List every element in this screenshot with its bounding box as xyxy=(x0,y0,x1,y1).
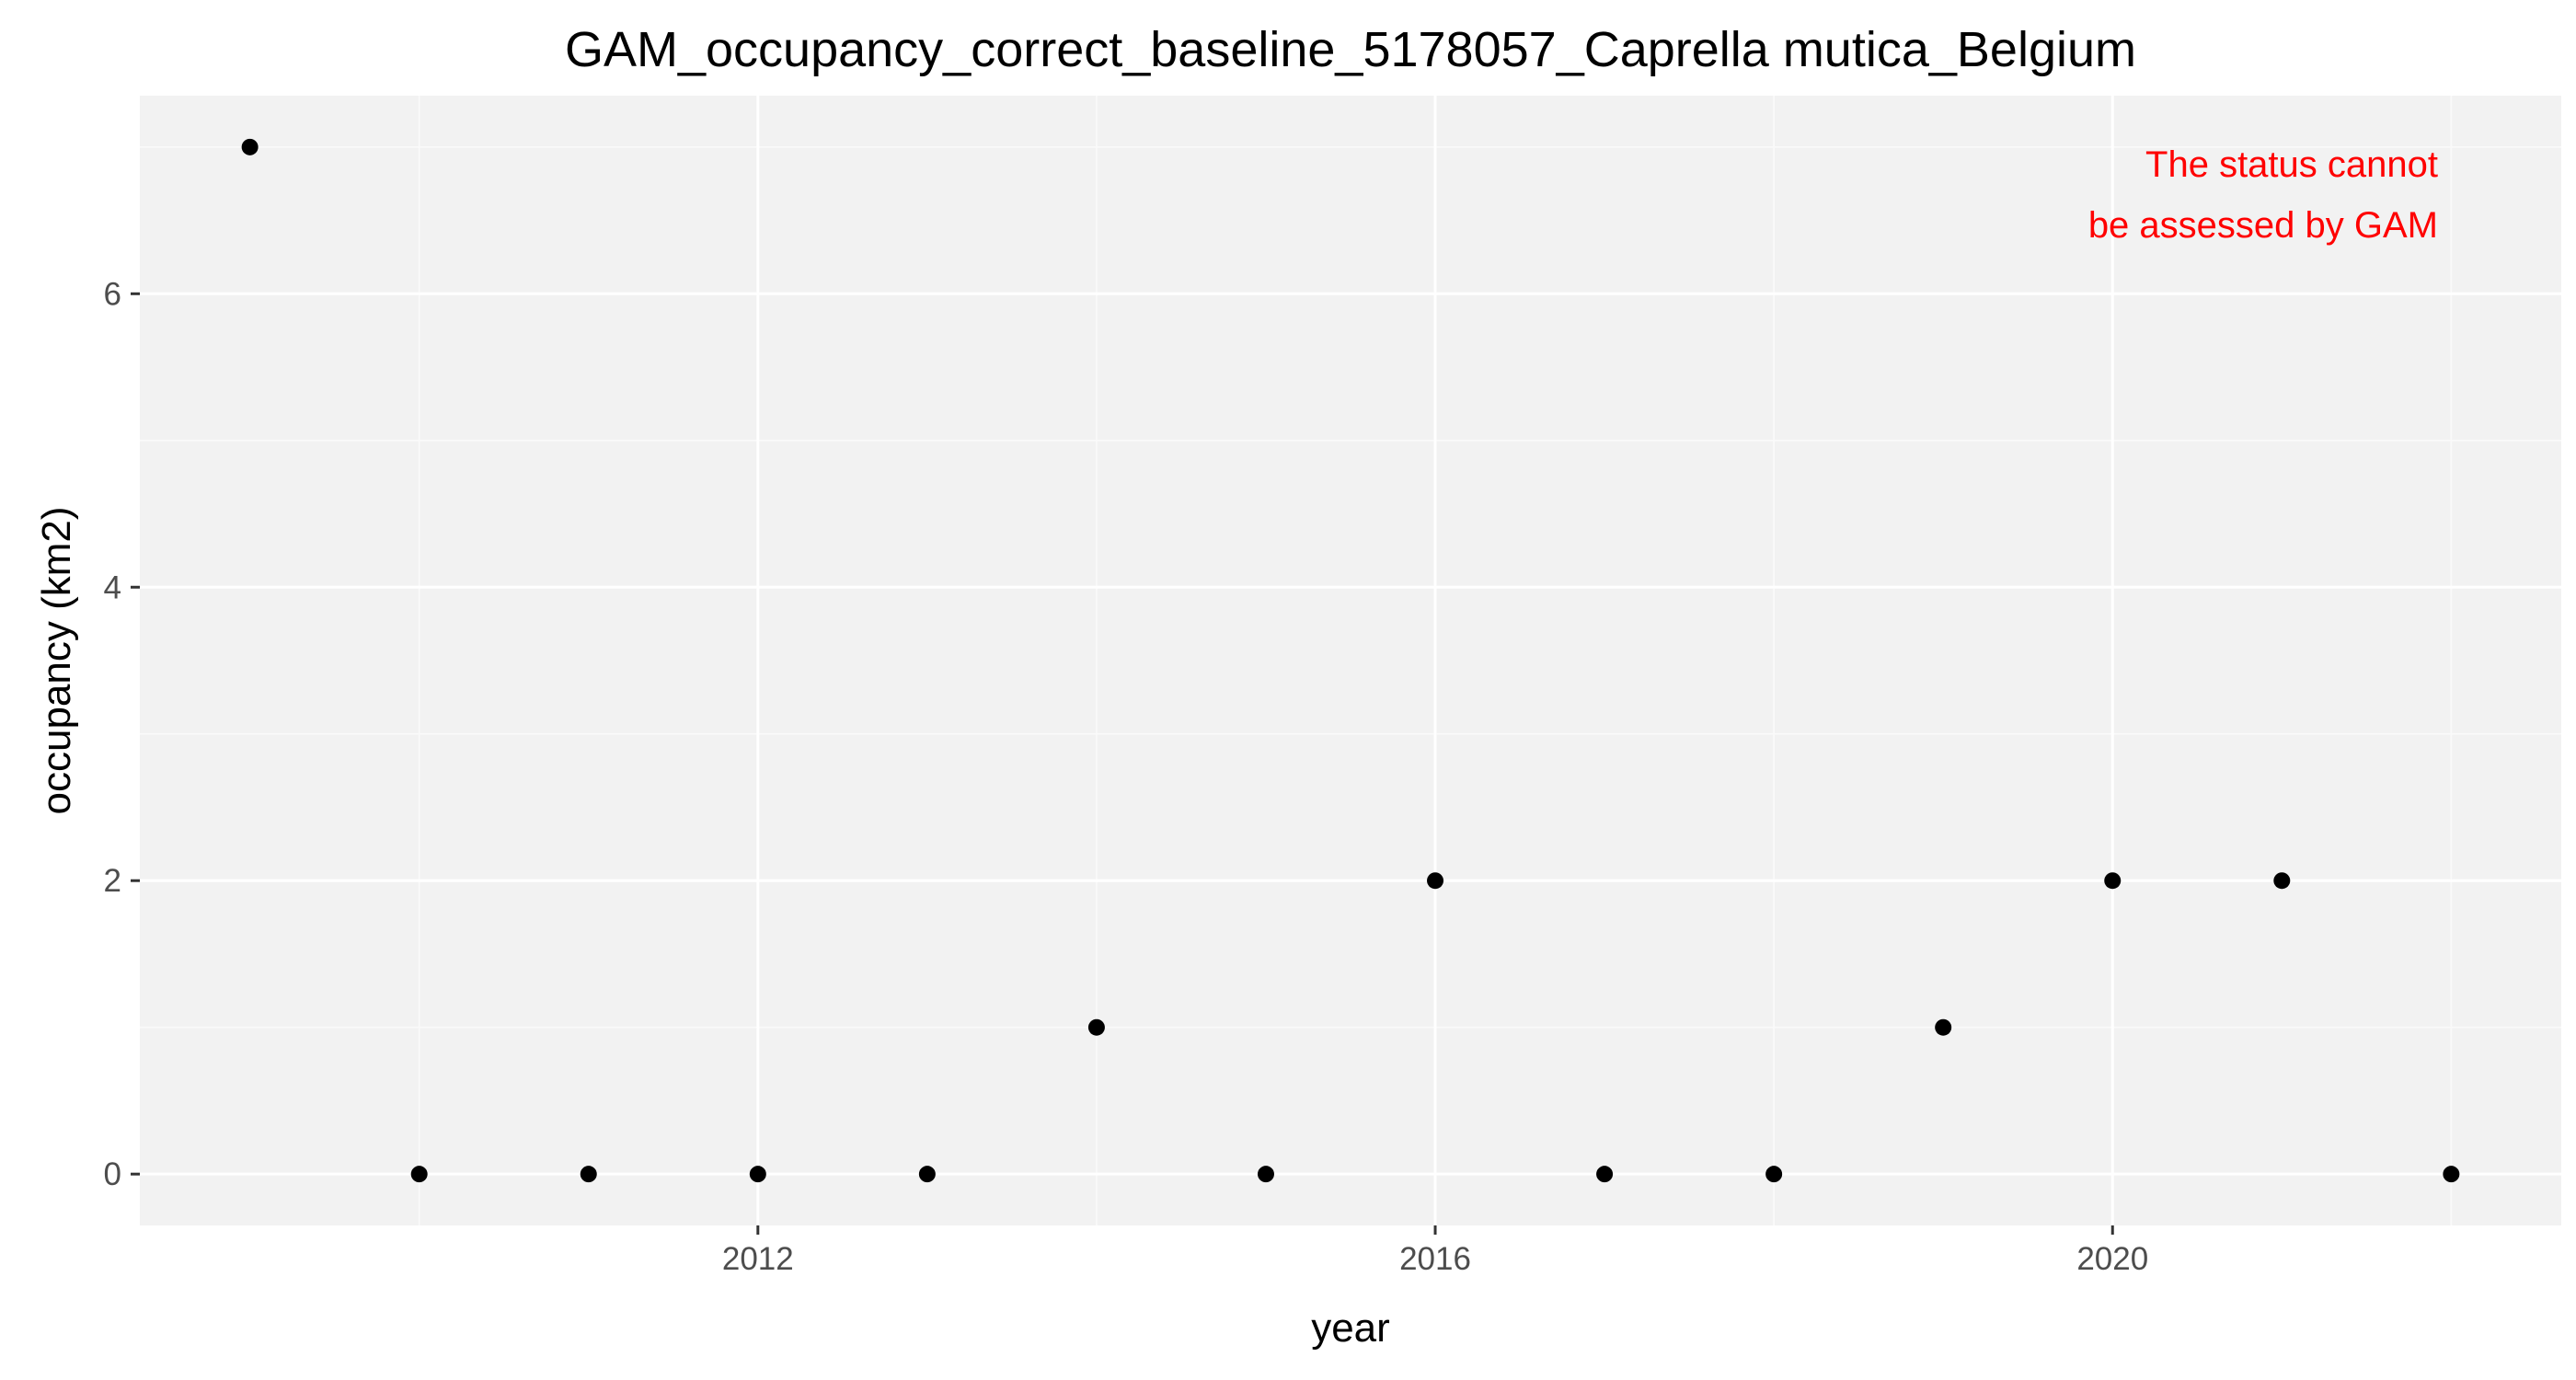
y-axis-title: occupancy (km2) xyxy=(34,506,79,814)
annotation-line-2: be assessed by GAM xyxy=(2088,205,2438,246)
data-point xyxy=(241,138,259,155)
plot-panel xyxy=(140,96,2561,1225)
x-tick-label: 2020 xyxy=(2076,1241,2148,1277)
data-point xyxy=(2273,872,2291,890)
x-tick-label: 2016 xyxy=(1399,1241,1471,1277)
minor-gridlines xyxy=(140,96,2561,1225)
y-tick-label: 6 xyxy=(104,276,121,312)
data-points xyxy=(241,138,2460,1183)
x-axis-title: year xyxy=(1311,1305,1390,1351)
y-tick-label: 0 xyxy=(104,1156,121,1192)
y-tick-label: 4 xyxy=(104,569,121,605)
chart-title: GAM_occupancy_correct_baseline_5178057_C… xyxy=(565,22,2136,77)
data-point xyxy=(410,1166,428,1183)
y-tick-label: 2 xyxy=(104,863,121,899)
data-point xyxy=(1427,872,1444,890)
y-axis: 0 2 4 6 xyxy=(104,276,140,1192)
data-point xyxy=(1765,1166,1783,1183)
data-point xyxy=(749,1166,766,1183)
data-point xyxy=(2443,1166,2460,1183)
x-tick-label: 2012 xyxy=(722,1241,794,1277)
status-annotation: The status cannot be assessed by GAM xyxy=(2088,144,2438,246)
data-point xyxy=(1087,1018,1105,1036)
data-point xyxy=(918,1166,936,1183)
data-point xyxy=(580,1166,597,1183)
x-axis: 2012 2016 2020 xyxy=(722,1225,2148,1277)
data-point xyxy=(1596,1166,1614,1183)
data-point xyxy=(1257,1166,1274,1183)
data-point xyxy=(2104,872,2122,890)
major-gridlines xyxy=(140,96,2561,1225)
annotation-line-1: The status cannot xyxy=(2145,144,2438,185)
data-point xyxy=(1935,1018,1952,1036)
